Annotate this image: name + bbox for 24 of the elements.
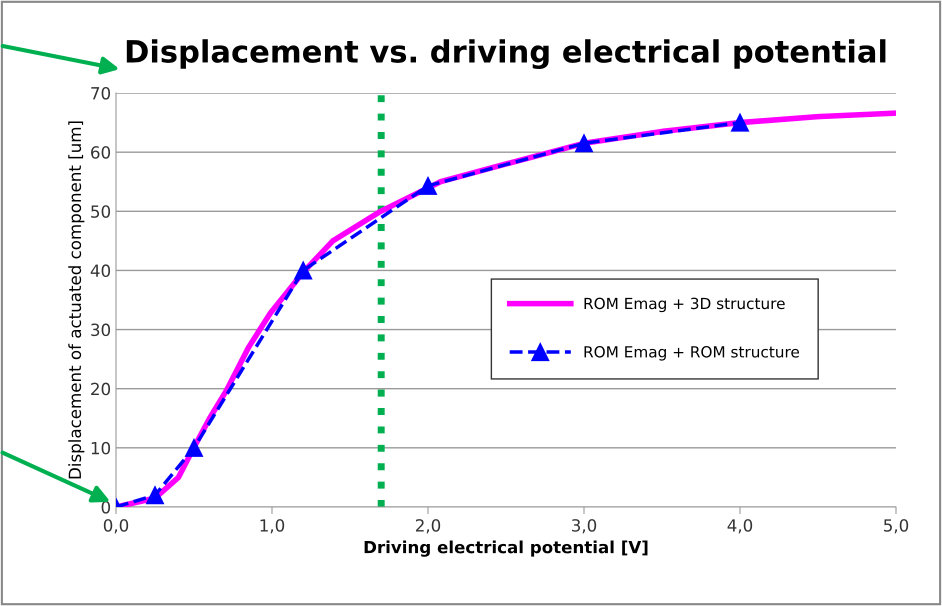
point xyxy=(418,176,438,195)
point xyxy=(574,134,594,152)
y-tick-label: 20 xyxy=(91,382,110,396)
y-tick-label: 70 xyxy=(91,86,110,100)
y-axis-title: Displacement of actuated component [um] xyxy=(68,121,84,478)
y-tick-label: 60 xyxy=(91,146,110,159)
x-tick-label: 4,0 xyxy=(728,519,752,534)
point xyxy=(146,486,164,504)
y-tick-label: 30 xyxy=(91,324,110,336)
legend-label: ROM Emag + 3D structure xyxy=(584,298,785,312)
x-tick-label: 5,0 xyxy=(884,519,908,534)
x-tick-label: 2,0 xyxy=(416,519,440,534)
chart-title: Displacement vs. driving electrical potential xyxy=(126,39,886,70)
x-tick-label: 0,0 xyxy=(104,519,128,534)
x-tick-label: 3,0 xyxy=(572,519,596,534)
x-tick-label: 1,0 xyxy=(260,519,284,534)
point xyxy=(294,261,312,280)
y-tick-label: 10 xyxy=(92,442,110,454)
point xyxy=(730,114,750,132)
y-tick-label: 50 xyxy=(91,205,110,218)
y-tick-label: 40 xyxy=(90,264,110,277)
x-axis-title: Driving electrical potential [V] xyxy=(364,540,648,557)
legend-label: ROM Emag + ROM structure xyxy=(584,346,800,361)
point xyxy=(184,438,204,457)
